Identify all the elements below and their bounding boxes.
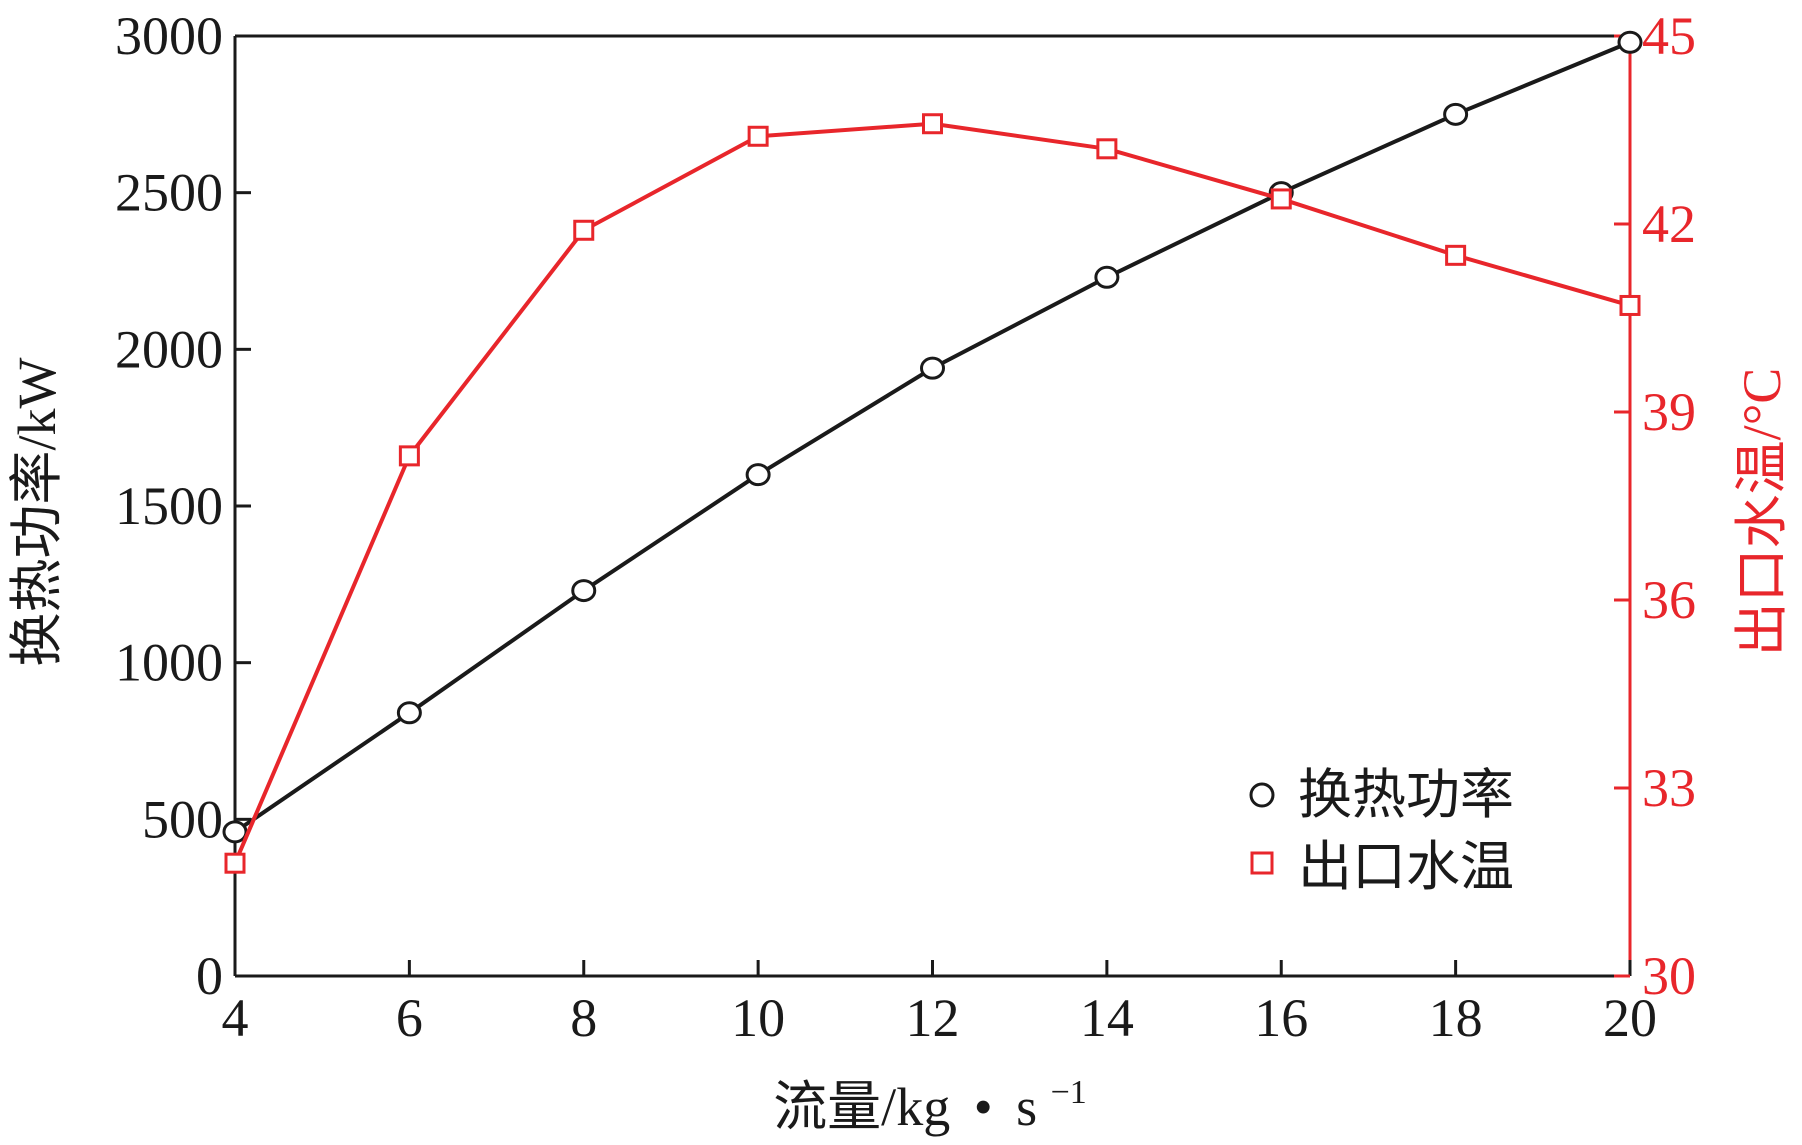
legend-marker-circle xyxy=(1249,782,1275,808)
x-axis-title-dot: • xyxy=(974,1077,993,1137)
x-tick-label: 10 xyxy=(731,988,785,1048)
right-y-tick-label: 36 xyxy=(1642,570,1696,630)
right-y-tick-label: 39 xyxy=(1642,382,1696,442)
series-line-power xyxy=(233,40,1631,834)
data-point-power xyxy=(396,701,422,725)
right-y-tick-label: 30 xyxy=(1642,946,1696,1006)
legend-marker-square xyxy=(1250,851,1274,875)
x-tick-label: 4 xyxy=(222,988,249,1048)
data-point-power xyxy=(1617,30,1643,54)
series-layer xyxy=(222,30,1643,874)
left-y-tick-label: 0 xyxy=(196,946,223,1006)
legend-label-power: 换热功率 xyxy=(1298,765,1514,825)
data-point-power xyxy=(222,820,248,844)
data-point-power xyxy=(1443,102,1469,126)
data-point-temperature xyxy=(573,219,595,241)
data-point-temperature xyxy=(1096,138,1118,160)
x-axis-ticks: 4 6 8 10 12 14 16 18 20 xyxy=(222,960,1657,1048)
left-y-tick-label: 1000 xyxy=(115,633,223,693)
right-y-tick-label: 33 xyxy=(1642,758,1696,818)
left-y-tick-label: 1500 xyxy=(115,476,223,536)
legend-label-temperature: 出口水温 xyxy=(1298,837,1514,897)
data-point-temperature xyxy=(224,852,246,874)
x-axis-title-unit: s xyxy=(1016,1077,1037,1137)
data-point-power xyxy=(920,356,945,380)
data-point-temperature xyxy=(1445,244,1467,266)
left-y-axis-title: 换热功率/kW xyxy=(7,357,67,666)
x-tick-label: 8 xyxy=(570,988,597,1048)
data-point-temperature xyxy=(1270,188,1292,210)
x-tick-label: 18 xyxy=(1429,988,1483,1048)
x-tick-label: 12 xyxy=(906,988,960,1048)
data-point-power xyxy=(745,463,771,487)
data-point-temperature xyxy=(747,125,769,147)
right-y-tick-label: 42 xyxy=(1642,194,1696,254)
x-tick-label: 14 xyxy=(1080,988,1134,1048)
left-y-tick-label: 2000 xyxy=(115,319,223,379)
x-tick-label: 6 xyxy=(396,988,423,1048)
x-axis-title: 流量/kg • s −1 xyxy=(773,1074,1087,1137)
x-axis-title-main: 流量/kg xyxy=(773,1077,950,1137)
left-y-tick-label: 500 xyxy=(142,789,223,849)
x-tick-label: 16 xyxy=(1254,988,1308,1048)
data-point-power xyxy=(571,579,597,603)
right-y-axis-title: 出口水温/°C xyxy=(1732,368,1792,657)
right-y-tick-label: 45 xyxy=(1642,6,1696,66)
right-y-axis-ticks: 30 33 36 39 42 45 xyxy=(1614,6,1696,1006)
left-y-axis-ticks: 0 500 1000 1500 2000 2500 3000 xyxy=(115,6,251,1006)
x-tick-label: 20 xyxy=(1603,988,1657,1048)
series-line-temperature xyxy=(233,121,1631,864)
data-point-temperature xyxy=(398,445,420,467)
left-y-tick-label: 2500 xyxy=(115,163,223,223)
legend: 换热功率 出口水温 xyxy=(1249,765,1514,897)
left-y-tick-label: 3000 xyxy=(115,6,223,66)
data-point-power xyxy=(1094,265,1120,289)
data-point-temperature xyxy=(922,113,943,135)
x-axis-title-sup: −1 xyxy=(1051,1074,1087,1111)
data-point-temperature xyxy=(1619,294,1641,316)
plot-frame xyxy=(233,34,1632,978)
